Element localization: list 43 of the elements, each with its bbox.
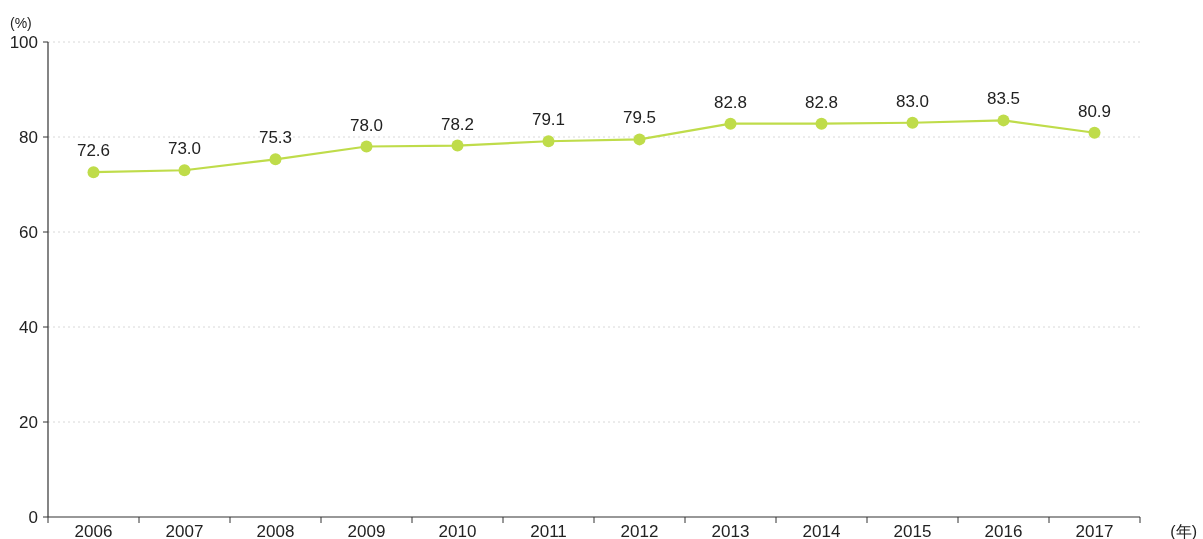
point bbox=[724, 117, 737, 130]
text: 79.1 bbox=[531, 110, 566, 130]
x-tick-label: 2016 bbox=[984, 522, 1023, 539]
point bbox=[269, 153, 282, 166]
text: 72.6 bbox=[76, 141, 111, 161]
y-tick-label: 20 bbox=[19, 413, 38, 432]
x-tick-label: 2007 bbox=[165, 522, 204, 539]
y-tick-label: 40 bbox=[19, 318, 38, 337]
x-tick-label: 2015 bbox=[893, 522, 932, 539]
text: 78.0 bbox=[349, 115, 384, 135]
text: 83.5 bbox=[986, 89, 1021, 109]
y-tick-label: 100 bbox=[9, 33, 38, 52]
text: 80.9 bbox=[1077, 101, 1112, 121]
y-tick-label: 0 bbox=[28, 508, 38, 527]
x-tick-label: 2017 bbox=[1075, 522, 1114, 539]
point bbox=[997, 114, 1010, 127]
point bbox=[87, 166, 100, 179]
x-tick-label: 2012 bbox=[620, 522, 659, 539]
point bbox=[542, 135, 555, 148]
point bbox=[451, 139, 464, 152]
x-tick-label: 2013 bbox=[711, 522, 750, 539]
x-tick-label: 2010 bbox=[438, 522, 477, 539]
point bbox=[815, 117, 828, 130]
text: 75.3 bbox=[258, 128, 293, 148]
y-tick-label: 60 bbox=[19, 223, 38, 242]
x-tick-label: 2014 bbox=[802, 522, 841, 539]
x-tick-label: 2006 bbox=[74, 522, 113, 539]
x-tick-label: 2011 bbox=[530, 522, 567, 539]
point bbox=[633, 133, 646, 146]
point bbox=[360, 140, 373, 153]
text: 83.0 bbox=[895, 91, 930, 111]
text: 82.8 bbox=[804, 92, 839, 112]
text: 78.2 bbox=[440, 114, 475, 134]
text: 79.5 bbox=[622, 108, 657, 128]
point bbox=[906, 116, 919, 129]
text: 82.8 bbox=[713, 92, 748, 112]
text: 73.0 bbox=[167, 139, 202, 159]
x-tick-label: 2009 bbox=[347, 522, 386, 539]
point bbox=[178, 164, 191, 177]
point bbox=[1088, 126, 1101, 139]
y-tick-label: 80 bbox=[19, 128, 38, 147]
x-tick-label: 2008 bbox=[256, 522, 295, 539]
y-axis-title: (%) bbox=[10, 15, 32, 31]
